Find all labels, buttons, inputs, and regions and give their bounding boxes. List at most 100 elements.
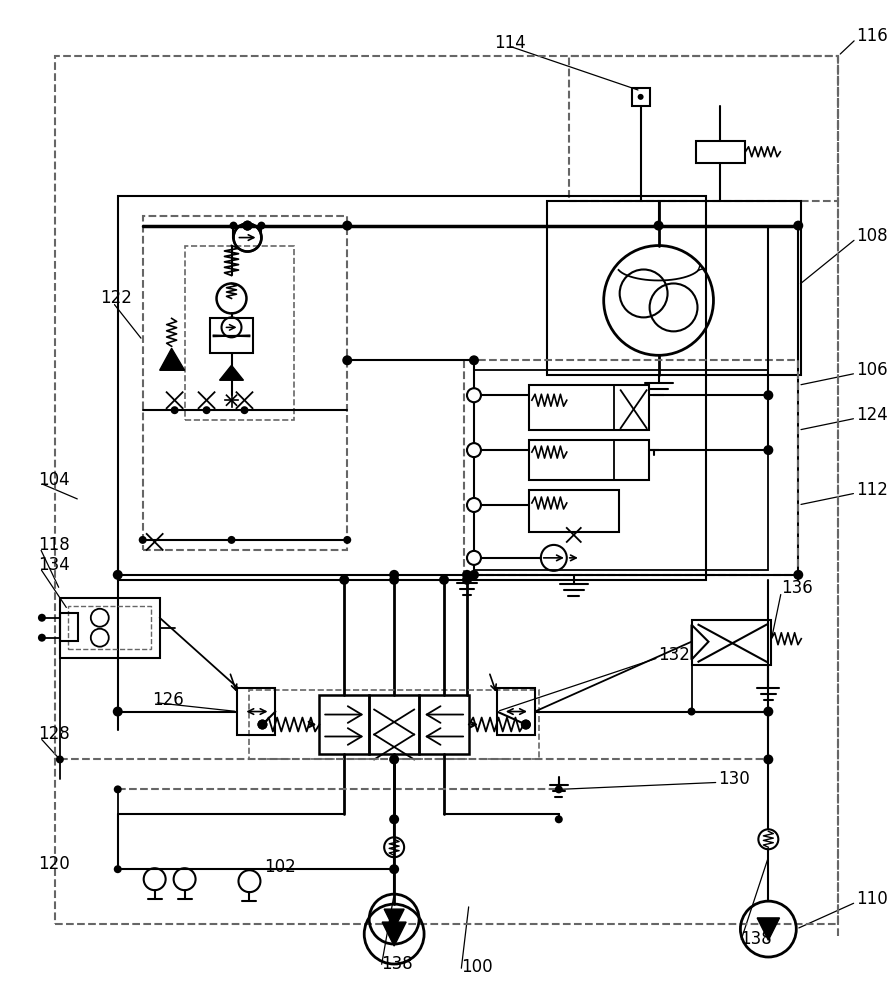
Text: 128: 128 <box>38 725 70 743</box>
Circle shape <box>467 443 481 457</box>
Bar <box>474 370 768 570</box>
Circle shape <box>257 720 267 730</box>
Bar <box>319 695 369 754</box>
Circle shape <box>114 865 122 873</box>
Circle shape <box>763 390 773 400</box>
Bar <box>613 385 649 430</box>
Bar <box>68 606 151 649</box>
Circle shape <box>343 536 351 544</box>
Circle shape <box>342 355 352 365</box>
Text: 116: 116 <box>856 27 888 45</box>
Bar <box>497 688 535 735</box>
Circle shape <box>139 536 147 544</box>
Circle shape <box>793 570 804 580</box>
Circle shape <box>240 406 249 414</box>
Text: 102: 102 <box>265 858 296 876</box>
Bar <box>547 201 801 375</box>
Circle shape <box>203 406 211 414</box>
Circle shape <box>389 570 399 580</box>
Circle shape <box>38 634 46 642</box>
Text: 100: 100 <box>461 958 493 976</box>
Bar <box>118 196 706 580</box>
Bar <box>55 56 839 924</box>
Text: 136: 136 <box>781 579 813 597</box>
Polygon shape <box>757 918 780 940</box>
Polygon shape <box>382 922 406 946</box>
Bar <box>613 440 649 480</box>
Circle shape <box>114 785 122 793</box>
Circle shape <box>687 708 696 716</box>
Bar <box>419 695 469 754</box>
Circle shape <box>339 575 350 585</box>
Bar <box>464 360 798 575</box>
Bar <box>632 88 650 106</box>
Polygon shape <box>384 909 404 929</box>
Circle shape <box>763 445 773 455</box>
Circle shape <box>763 707 773 717</box>
Circle shape <box>113 707 122 717</box>
Circle shape <box>38 614 46 622</box>
Circle shape <box>56 755 63 763</box>
Bar <box>696 141 746 163</box>
Circle shape <box>439 575 449 585</box>
Circle shape <box>521 720 531 730</box>
Circle shape <box>467 551 481 565</box>
Text: 132: 132 <box>659 646 690 664</box>
Circle shape <box>521 720 531 730</box>
Circle shape <box>91 629 109 647</box>
Bar <box>184 246 294 420</box>
Polygon shape <box>160 348 184 370</box>
Bar <box>238 688 275 735</box>
Text: 122: 122 <box>100 289 131 307</box>
Text: 124: 124 <box>856 406 888 424</box>
Circle shape <box>230 222 238 230</box>
Bar <box>529 440 649 480</box>
Circle shape <box>389 754 399 764</box>
Circle shape <box>462 570 472 580</box>
Text: 112: 112 <box>856 481 888 499</box>
Text: 130: 130 <box>719 770 750 788</box>
Text: 120: 120 <box>38 855 70 873</box>
Text: 134: 134 <box>38 556 70 574</box>
Bar <box>249 690 539 759</box>
Circle shape <box>389 814 399 824</box>
Circle shape <box>763 754 773 764</box>
Circle shape <box>91 609 109 627</box>
Text: 126: 126 <box>152 691 183 709</box>
Bar <box>529 490 619 532</box>
Bar <box>569 56 839 201</box>
Circle shape <box>113 570 122 580</box>
Text: 118: 118 <box>38 536 70 554</box>
Circle shape <box>242 221 252 231</box>
Circle shape <box>654 221 663 231</box>
Text: 104: 104 <box>38 471 70 489</box>
Text: 138: 138 <box>381 955 413 973</box>
Circle shape <box>389 575 399 585</box>
Circle shape <box>389 864 399 874</box>
Text: 114: 114 <box>494 34 526 52</box>
Circle shape <box>467 498 481 512</box>
Bar <box>369 695 419 754</box>
Circle shape <box>555 785 563 793</box>
Circle shape <box>342 221 352 231</box>
Circle shape <box>242 221 252 231</box>
Polygon shape <box>220 365 243 380</box>
Circle shape <box>257 222 266 230</box>
Circle shape <box>227 536 235 544</box>
Circle shape <box>469 570 479 580</box>
Text: 110: 110 <box>856 890 888 908</box>
Bar <box>60 613 78 641</box>
Bar <box>209 318 254 353</box>
Bar <box>60 598 160 658</box>
Circle shape <box>257 720 267 730</box>
Circle shape <box>462 575 472 585</box>
Circle shape <box>555 815 563 823</box>
Text: 106: 106 <box>856 361 888 379</box>
Text: 138: 138 <box>740 930 772 948</box>
Text: 108: 108 <box>856 227 888 245</box>
Bar <box>529 385 649 430</box>
Circle shape <box>469 355 479 365</box>
Bar <box>692 620 772 665</box>
Bar <box>143 216 347 550</box>
Circle shape <box>171 406 179 414</box>
